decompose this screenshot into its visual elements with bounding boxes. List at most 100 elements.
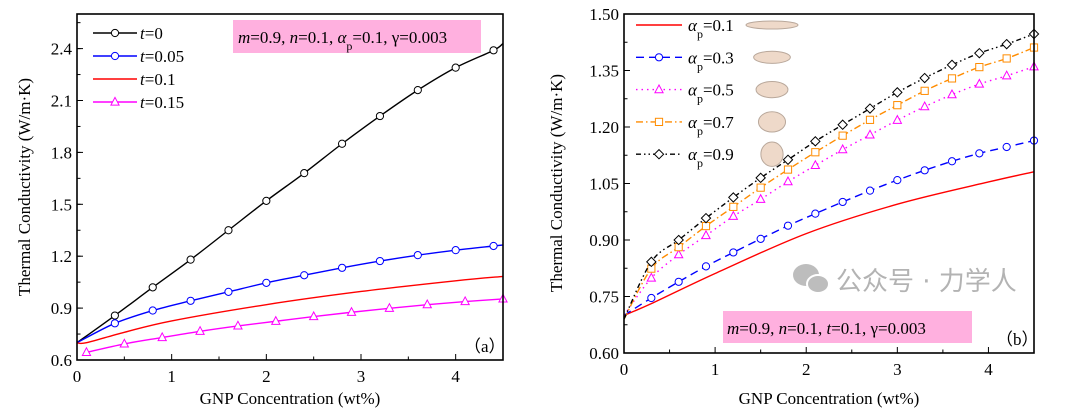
legend-label-segment: p xyxy=(697,92,703,106)
x-axis-label: GNP Concentration (wt%) xyxy=(200,389,381,408)
data-point-marker xyxy=(413,251,422,260)
legend-label-segment: α xyxy=(688,16,698,35)
y-tick-label: 0.75 xyxy=(589,288,619,307)
parameter-annotation-text-segment: n xyxy=(779,319,788,338)
x-tick-label: 1 xyxy=(711,360,720,379)
y-tick-label: 0.9 xyxy=(51,299,72,318)
series-αp=0.1 xyxy=(623,171,1035,316)
x-tick-label: 3 xyxy=(893,360,902,379)
panel-a-chart: m=0.9, n=0.1, αp=0.1, γ=0.003t=0t=0.05t=… xyxy=(15,13,508,408)
series-t=0.05 xyxy=(76,241,504,344)
data-point-marker xyxy=(186,296,195,305)
legend-label-segment: t xyxy=(140,70,146,89)
data-point-marker xyxy=(119,338,130,348)
data-point-marker xyxy=(783,221,793,230)
data-point-marker xyxy=(270,315,281,325)
parameter-annotation-text-segment: =0.1, γ=0.003 xyxy=(831,319,926,338)
data-point-marker xyxy=(756,234,765,243)
legend-label-segment: =0.3 xyxy=(703,48,734,67)
legend-label-segment: α xyxy=(688,145,698,164)
data-point-marker xyxy=(893,176,902,185)
parameter-annotation-text-segment: =0.1, xyxy=(298,28,337,47)
data-point-marker xyxy=(384,302,395,312)
data-point-marker xyxy=(110,311,119,320)
series-line xyxy=(623,66,1035,316)
data-point-marker xyxy=(946,59,958,71)
data-point-marker xyxy=(892,114,903,124)
legend-label-segment: p xyxy=(697,59,703,73)
data-point-marker xyxy=(755,193,766,203)
parameter-annotation-text-segment: m xyxy=(238,28,250,47)
series-αp=0.7 xyxy=(623,43,1039,320)
data-point-marker xyxy=(224,287,233,296)
x-tick-label: 0 xyxy=(73,367,82,386)
y-tick-label: 2.4 xyxy=(51,40,73,59)
series-t=0 xyxy=(76,42,504,344)
data-point-marker xyxy=(646,272,657,282)
data-point-marker xyxy=(919,100,930,111)
data-point-marker xyxy=(728,210,739,220)
data-point-marker xyxy=(974,78,985,88)
data-point-marker xyxy=(864,103,876,114)
data-point-marker xyxy=(975,149,984,158)
data-point-marker xyxy=(233,320,243,330)
data-point-marker xyxy=(1002,142,1011,152)
legend-label-segment: t xyxy=(140,93,146,112)
panel-b-chart: m=0.9, n=0.1, t=0.1, γ=0.003αp=0.1αp=0.3… xyxy=(547,5,1040,408)
data-point-marker xyxy=(300,169,309,178)
parameter-annotation-text-segment: =0.1, γ=0.003 xyxy=(352,28,447,47)
data-point-marker xyxy=(451,246,460,255)
data-point-marker xyxy=(701,229,711,240)
data-point-marker xyxy=(1002,54,1011,63)
y-tick-label: 1.50 xyxy=(589,5,619,24)
parameter-annotation-text-segment: =0.9, xyxy=(739,319,778,338)
panel-label: （a） xyxy=(464,337,506,356)
data-point-marker xyxy=(81,346,92,356)
series-αp=0.5 xyxy=(623,61,1039,316)
x-tick-label: 4 xyxy=(451,367,460,386)
legend-label: αp=0.3 xyxy=(688,48,734,73)
y-tick-label: 1.20 xyxy=(589,118,619,137)
data-point-marker xyxy=(838,131,847,140)
y-tick-label: 1.2 xyxy=(51,247,72,266)
data-point-marker xyxy=(974,47,985,59)
parameter-annotation-text-segment: p xyxy=(346,39,352,53)
data-point-marker xyxy=(810,159,821,170)
data-point-marker xyxy=(919,72,930,84)
data-point-marker xyxy=(422,298,433,309)
legend-label-segment: α xyxy=(688,48,698,67)
data-point-marker xyxy=(110,319,119,328)
legend-label: αp=0.7 xyxy=(688,113,734,138)
y-tick-label: 1.35 xyxy=(589,62,619,81)
data-point-marker xyxy=(701,262,711,271)
data-point-marker xyxy=(157,331,168,342)
legend-label-segment: t xyxy=(140,24,146,43)
data-point-marker xyxy=(920,86,929,95)
data-point-marker xyxy=(837,119,848,131)
y-axis-label: Thermal Conductivity (W/m·K) xyxy=(15,78,34,296)
data-point-marker xyxy=(646,256,657,268)
legend-label-segment: α xyxy=(688,113,698,132)
data-point-marker xyxy=(647,293,656,303)
y-tick-label: 1.05 xyxy=(589,175,619,194)
data-point-marker xyxy=(729,202,738,211)
data-point-marker xyxy=(337,139,347,148)
legend-label-segment: =0 xyxy=(145,24,163,43)
data-point-marker xyxy=(262,196,271,205)
data-point-marker xyxy=(810,136,821,147)
particle-shape-icon xyxy=(760,141,784,167)
data-point-marker xyxy=(947,157,957,166)
legend-marker xyxy=(110,51,120,61)
particle-shape-icon xyxy=(757,111,787,133)
parameter-annotation-text-segment: α xyxy=(337,28,347,47)
data-point-marker xyxy=(729,248,738,257)
data-point-marker xyxy=(375,256,385,266)
particle-shape-icon xyxy=(745,20,799,30)
parameter-annotation-text-segment: =0.1, xyxy=(787,319,826,338)
legend-marker xyxy=(110,96,120,106)
y-tick-label: 2.1 xyxy=(51,92,72,111)
data-point-marker xyxy=(673,234,684,246)
data-point-marker xyxy=(947,88,957,99)
legend-label-segment: =0.1 xyxy=(145,70,176,89)
data-point-marker xyxy=(783,175,793,186)
